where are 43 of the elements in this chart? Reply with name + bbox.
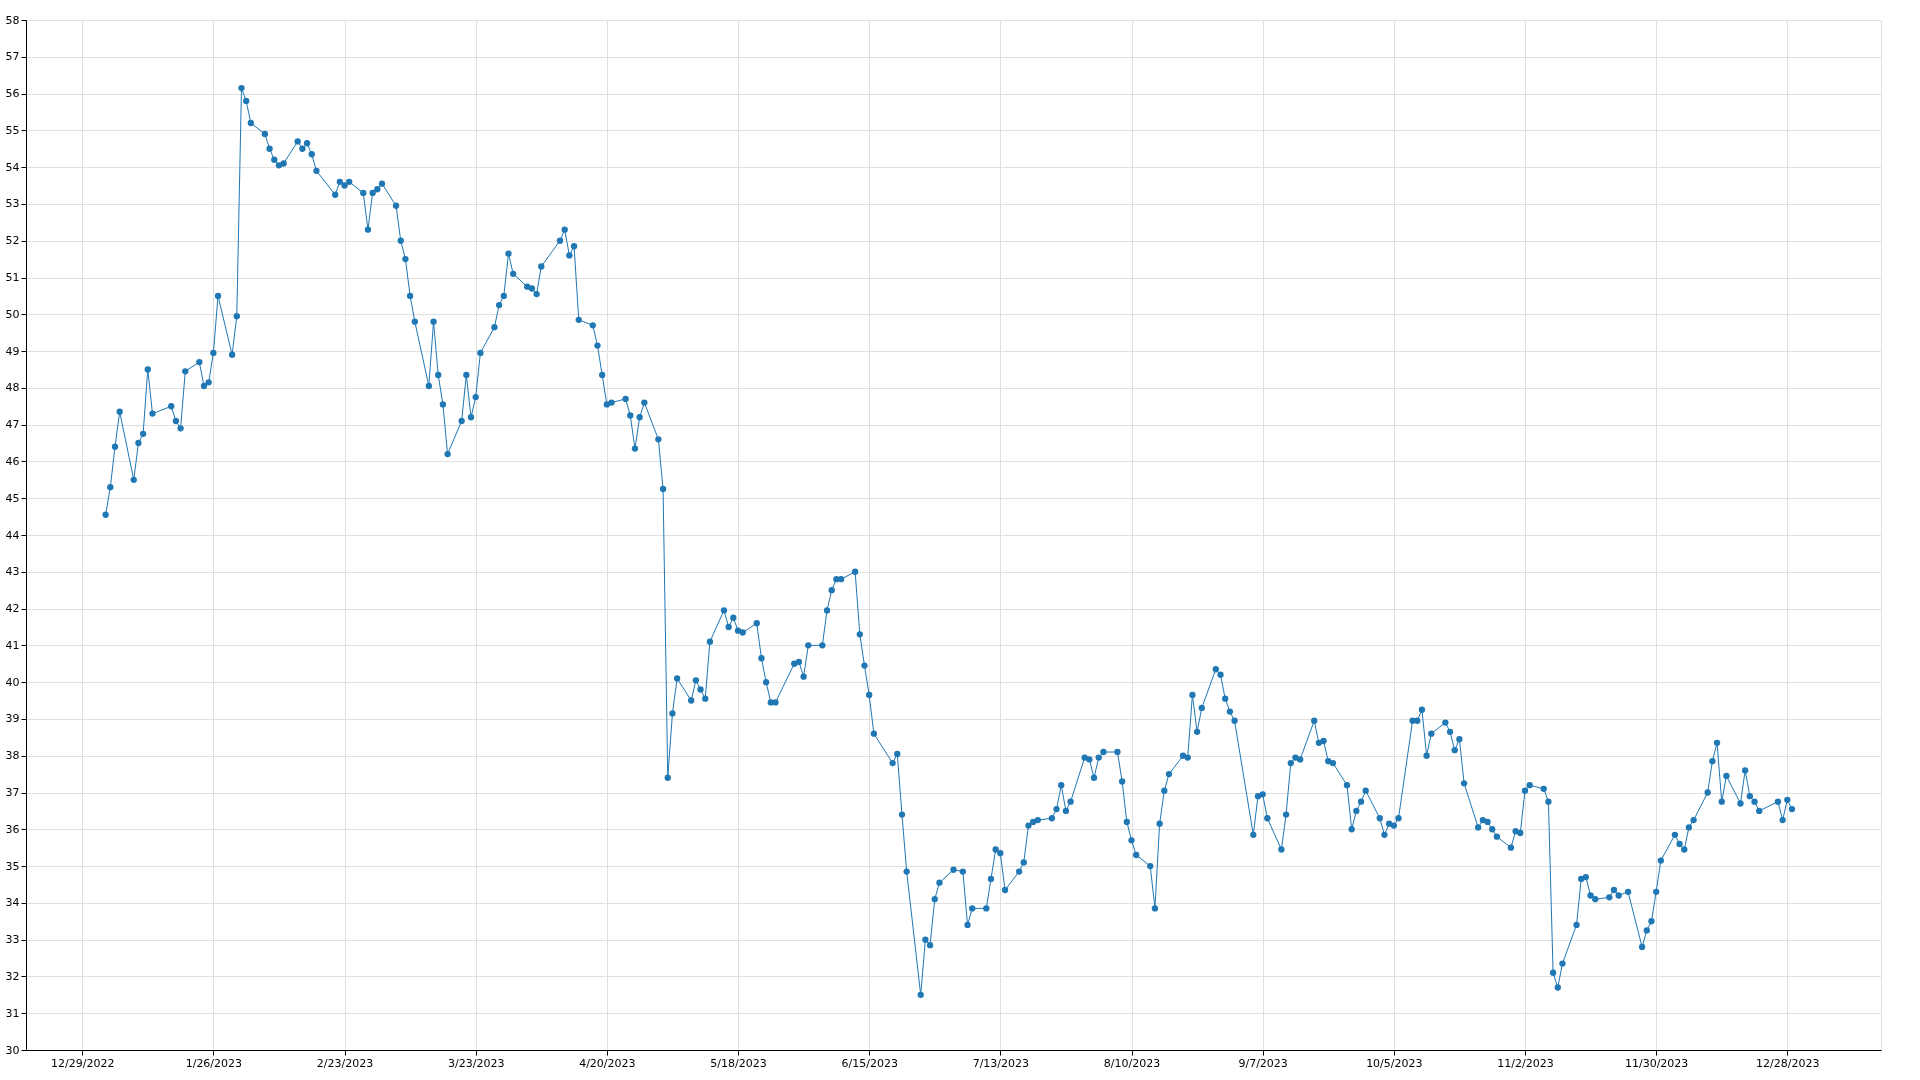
y-tick-label: 32: [5, 969, 20, 983]
y-tick-label: 55: [5, 123, 20, 137]
y-tick-label: 46: [5, 454, 20, 468]
y-tick-label: 47: [5, 418, 20, 432]
y-tick-label: 54: [5, 160, 20, 174]
x-tick-label: 10/5/2023: [1366, 1056, 1423, 1070]
y-tick-label: 39: [5, 712, 20, 726]
x-tick-label: 3/23/2023: [447, 1056, 505, 1070]
x-tick-label: 12/28/2023: [1756, 1056, 1820, 1070]
x-tick-label: 2/23/2023: [316, 1056, 374, 1070]
y-tick-label: 34: [5, 896, 20, 910]
x-tick-label: 12/29/2022: [51, 1056, 115, 1070]
y-tick-label: 31: [5, 1006, 20, 1020]
y-tick-label: 30: [5, 1043, 20, 1057]
y-tick-label: 57: [5, 50, 20, 64]
y-tick-label: 50: [5, 307, 20, 321]
y-tick-label: 53: [5, 197, 20, 211]
y-tick-label: 45: [5, 491, 20, 505]
y-tick-label: 49: [5, 344, 20, 358]
x-tick-label: 6/15/2023: [841, 1056, 898, 1070]
x-tick-label: 11/2/2023: [1497, 1056, 1554, 1070]
x-tick-label: 9/7/2023: [1238, 1056, 1288, 1070]
y-tick-label: 35: [5, 859, 20, 873]
y-tick-label: 52: [5, 234, 20, 248]
y-tick-label: 56: [5, 87, 20, 101]
y-tick-label: 44: [5, 528, 20, 542]
y-tick-label: 58: [5, 13, 20, 27]
y-tick-label: 36: [5, 822, 20, 836]
x-tick-label: 11/30/2023: [1624, 1056, 1689, 1070]
x-tick-label: 1/26/2023: [185, 1056, 243, 1070]
x-tick-label: 4/20/2023: [579, 1056, 636, 1070]
y-tick-label: 37: [5, 786, 20, 799]
y-tick-label: 40: [5, 675, 20, 689]
y-tick-label: 38: [5, 749, 20, 763]
y-tick-label: 33: [5, 933, 20, 947]
x-tick-label: 7/13/2023: [972, 1056, 1030, 1070]
x-tick-label: 5/18/2023: [710, 1056, 767, 1070]
y-tick-label: 48: [5, 381, 20, 395]
y-tick-label: 51: [5, 271, 20, 284]
y-tick-label: 41: [5, 638, 20, 652]
y-tick-label: 42: [5, 602, 20, 616]
y-tick-label: 43: [5, 565, 20, 579]
x-tick-label: 8/10/2023: [1103, 1056, 1161, 1070]
